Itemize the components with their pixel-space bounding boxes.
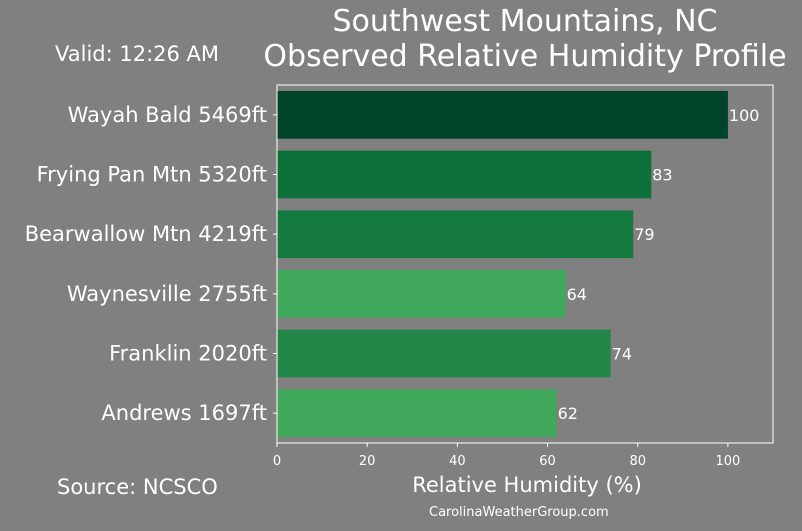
bar-value-label: 83: [652, 166, 672, 185]
category-label: Frying Pan Mtn 5320ft: [37, 163, 267, 187]
bar-value-label: 100: [729, 106, 760, 125]
website-credit: CarolinaWeatherGroup.com: [429, 505, 609, 520]
source-label: Source: NCSCO: [57, 475, 218, 499]
bar: [277, 90, 728, 139]
chart-title-line1: Southwest Mountains, NC: [332, 4, 718, 39]
bar-value-label: 79: [634, 225, 654, 244]
category-label: Waynesville 2755ft: [67, 282, 267, 306]
x-tick-label: 80: [629, 454, 646, 469]
valid-time: Valid: 12:26 AM: [55, 42, 220, 66]
x-tick-label: 100: [715, 454, 740, 469]
chart-title-line2: Observed Relative Humidity Profile: [263, 39, 787, 74]
x-tick-label: 0: [273, 454, 281, 469]
plot-frame: [276, 84, 774, 444]
x-tick-label: 60: [539, 454, 556, 469]
category-label: Bearwallow Mtn 4219ft: [25, 222, 267, 246]
x-tick-label: 40: [449, 454, 466, 469]
bar: [277, 150, 652, 199]
x-axis-label: Relative Humidity (%): [412, 473, 642, 497]
category-label: Franklin 2020ft: [109, 342, 267, 366]
x-tick-label: 20: [359, 454, 376, 469]
bar: [277, 389, 557, 438]
bar-value-label: 62: [558, 404, 578, 423]
bar-value-label: 74: [612, 345, 632, 364]
bar: [277, 329, 611, 378]
bar-value-label: 64: [567, 285, 587, 304]
bar: [277, 210, 634, 259]
bar: [277, 269, 566, 318]
category-label: Andrews 1697ft: [101, 401, 267, 425]
category-label: Wayah Bald 5469ft: [68, 103, 267, 127]
